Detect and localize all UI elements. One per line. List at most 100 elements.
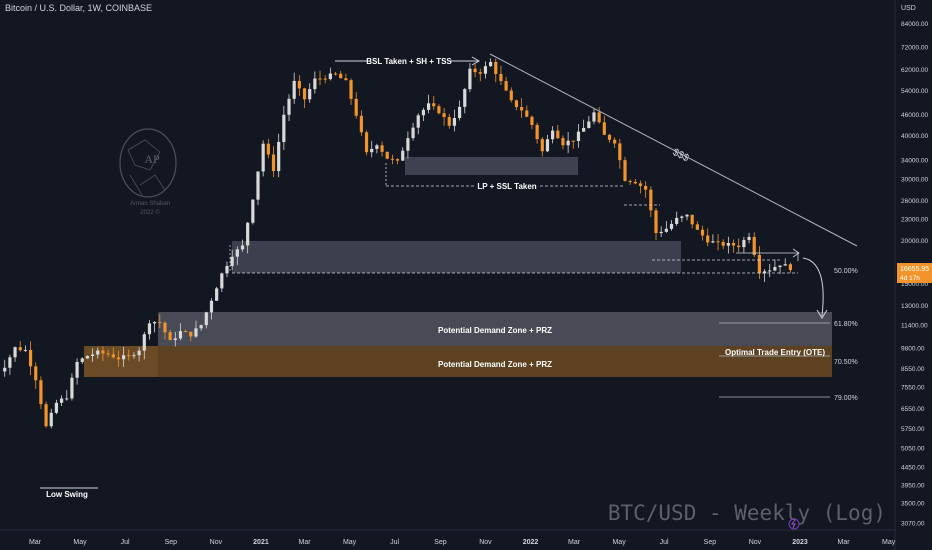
candle-body bbox=[654, 210, 658, 234]
time-axis[interactable]: Mar May Jul Sep Nov 2021 Mar May Jul Sep Nov 2022 Ma… bbox=[29, 539, 896, 546]
candle-body bbox=[375, 145, 379, 149]
brain-icon bbox=[119, 128, 177, 198]
candle-body bbox=[587, 121, 591, 129]
candle-body bbox=[168, 332, 172, 341]
candle-body bbox=[225, 265, 229, 274]
candle-body bbox=[695, 224, 699, 230]
candle-body bbox=[282, 114, 286, 142]
candle-body bbox=[520, 107, 524, 111]
candle-body bbox=[426, 103, 431, 110]
price-axis[interactable]: 3070.00 3500.00 3950.00 4450.00 5050.00 5750.… bbox=[901, 21, 928, 527]
logo-name: Arman Shaban bbox=[130, 201, 170, 207]
price-tick-label: 7550.00 bbox=[901, 385, 925, 392]
price-tick-label: 54000.00 bbox=[901, 88, 928, 95]
candle-body bbox=[633, 181, 637, 184]
candle-body bbox=[122, 355, 126, 360]
candle-body bbox=[184, 331, 188, 333]
candle-body bbox=[711, 241, 715, 243]
time-tick-label: Mar bbox=[298, 539, 311, 546]
price-tick-label: 13000.00 bbox=[901, 303, 928, 310]
candle-body bbox=[246, 222, 250, 246]
zones bbox=[84, 157, 832, 377]
candle-body bbox=[675, 217, 679, 224]
lightning-icon[interactable] bbox=[788, 518, 800, 530]
candle-body bbox=[525, 110, 529, 117]
price-tick-label: 30000.00 bbox=[901, 177, 928, 184]
candle-body bbox=[592, 112, 596, 122]
candle-body bbox=[551, 130, 555, 140]
zone-resistance-box bbox=[405, 157, 578, 175]
candle-body bbox=[204, 312, 208, 326]
time-tick-label: May bbox=[612, 539, 626, 546]
candle-body bbox=[545, 139, 550, 152]
candle-body bbox=[535, 124, 539, 140]
price-tick-label: 4450.00 bbox=[901, 464, 925, 471]
price-tick-label: 20000.00 bbox=[901, 238, 928, 245]
price-tick-label: 84000.00 bbox=[901, 21, 928, 28]
candle-body bbox=[380, 145, 384, 152]
candle-body bbox=[158, 322, 162, 324]
time-tick-label: Nov bbox=[479, 539, 492, 546]
lightning-glyph bbox=[791, 519, 796, 529]
candle-body bbox=[468, 68, 472, 90]
price-tick-label: 15000.00 bbox=[901, 281, 928, 288]
candle-body bbox=[768, 270, 772, 272]
candle-body bbox=[452, 118, 457, 126]
candle-body bbox=[199, 325, 203, 329]
candle-body bbox=[132, 355, 136, 357]
candle-body bbox=[173, 338, 177, 341]
time-tick-label: 2022 bbox=[523, 539, 539, 546]
candle-body bbox=[277, 141, 281, 172]
candle-body bbox=[364, 132, 369, 153]
candle-body bbox=[344, 78, 348, 81]
time-tick-label: Mar bbox=[29, 539, 42, 546]
candle-body bbox=[178, 331, 183, 339]
candle-body bbox=[706, 235, 710, 243]
candle-body bbox=[59, 398, 64, 403]
candle-body bbox=[333, 73, 338, 75]
candle-body bbox=[773, 267, 777, 271]
candle-body bbox=[70, 377, 74, 399]
candle-body bbox=[421, 109, 426, 116]
price-tick-label: 3500.00 bbox=[901, 501, 925, 508]
ticker-watermark: BTC/USD - Weekly (Log) bbox=[608, 501, 886, 525]
candle-body bbox=[509, 90, 513, 101]
price-tick-label: 5050.00 bbox=[901, 445, 925, 452]
candle-body bbox=[561, 138, 565, 146]
price-tick-label: 46000.00 bbox=[901, 112, 928, 119]
fib-label-705: 70.50% bbox=[834, 359, 858, 366]
candle-body bbox=[34, 366, 38, 381]
candle-body bbox=[690, 214, 694, 225]
candle-body bbox=[411, 127, 415, 139]
candle-body bbox=[96, 350, 100, 355]
low-swing-label: Low Swing bbox=[46, 490, 88, 499]
candle-body bbox=[323, 78, 327, 80]
chart-title: Bitcoin / U.S. Dollar, 1W, COINBASE bbox=[5, 3, 153, 13]
candle-body bbox=[194, 328, 198, 337]
candle-body bbox=[370, 148, 374, 153]
time-tick-label: Mar bbox=[568, 539, 581, 546]
candle-body bbox=[457, 106, 462, 119]
price-badge-bg bbox=[897, 263, 932, 283]
time-tick-label: Nov bbox=[210, 539, 223, 546]
projection-arrow-icon bbox=[816, 309, 828, 319]
bsl-label: BSL Taken + SH + TSS bbox=[366, 57, 452, 66]
time-tick-label: Jul bbox=[121, 539, 130, 546]
demand-zone-label-1: Potential Demand Zone + PRZ bbox=[438, 326, 552, 335]
candle-body bbox=[359, 115, 363, 133]
candle-body bbox=[406, 138, 410, 151]
price-tick-label: 11400.00 bbox=[901, 323, 928, 330]
candle-body bbox=[721, 241, 725, 246]
candle-body bbox=[142, 334, 146, 351]
candle-body bbox=[85, 356, 90, 359]
candle-body bbox=[235, 249, 239, 257]
candle-body bbox=[623, 160, 627, 181]
price-tick-label: 23000.00 bbox=[901, 217, 928, 224]
candle-body bbox=[385, 151, 389, 159]
candle-body bbox=[447, 117, 451, 126]
candle-body bbox=[215, 288, 219, 301]
candle-body bbox=[556, 130, 560, 139]
price-badge-countdown: 4d 17h bbox=[900, 275, 920, 282]
candle-body bbox=[628, 180, 632, 182]
